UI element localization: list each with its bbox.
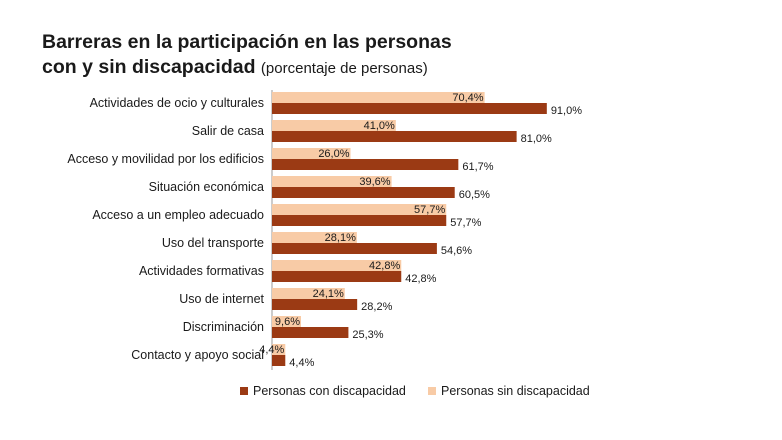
data-label-con: 25,3% xyxy=(352,329,383,341)
legend-item-con: Personas con discapacidad xyxy=(240,384,406,398)
data-label-sin: 42,8% xyxy=(369,260,400,272)
legend-swatch-con xyxy=(240,387,248,395)
chart-title-main: con y sin discapacidad xyxy=(42,56,256,78)
data-label-con: 4,4% xyxy=(289,357,314,369)
bar-sin-discapacidad xyxy=(272,204,447,215)
category-label: Acceso a un empleo adecuado xyxy=(92,208,264,222)
data-label-sin: 28,1% xyxy=(325,232,356,244)
data-label-sin: 39,6% xyxy=(359,176,390,188)
bar-con-discapacidad xyxy=(272,243,437,254)
category-label: Actividades formativas xyxy=(139,264,264,278)
bar-con-discapacidad xyxy=(272,187,455,198)
bar-sin-discapacidad xyxy=(272,316,301,327)
bar-sin-discapacidad xyxy=(272,344,286,355)
bar-con-discapacidad xyxy=(272,159,459,170)
data-label-sin: 24,1% xyxy=(313,288,344,300)
bar-con-discapacidad xyxy=(272,215,447,226)
data-label-con: 57,7% xyxy=(450,217,481,229)
data-label-con: 54,6% xyxy=(441,245,472,257)
data-label-sin: 26,0% xyxy=(318,148,349,160)
bar-con-discapacidad xyxy=(272,131,517,142)
legend-label-con: Personas con discapacidad xyxy=(253,384,406,398)
data-label-con: 81,0% xyxy=(521,133,552,145)
category-label: Discriminación xyxy=(183,320,264,334)
category-label: Situación económica xyxy=(149,180,264,194)
chart-title-line2: con y sin discapacidad (porcentaje de pe… xyxy=(42,55,452,81)
category-label: Salir de casa xyxy=(192,124,264,138)
data-label-sin: 70,4% xyxy=(452,92,483,104)
bar-sin-discapacidad xyxy=(272,148,351,159)
data-label-sin: 9,6% xyxy=(275,316,300,328)
chart-title: Barreras en la participación en las pers… xyxy=(42,30,452,81)
data-label-con: 42,8% xyxy=(405,273,436,285)
bar-sin-discapacidad xyxy=(272,92,485,103)
category-label: Uso de internet xyxy=(179,292,264,306)
data-label-con: 60,5% xyxy=(459,189,490,201)
bar-sin-discapacidad xyxy=(272,288,345,299)
chart-title-line1: Barreras en la participación en las pers… xyxy=(42,31,452,53)
legend-item-sin: Personas sin discapacidad xyxy=(428,384,590,398)
data-label-sin: 41,0% xyxy=(364,120,395,132)
legend-label-sin: Personas sin discapacidad xyxy=(441,384,590,398)
bar-con-discapacidad xyxy=(272,327,349,338)
data-label-sin: 4,4% xyxy=(259,344,284,356)
bar-sin-discapacidad xyxy=(272,176,392,187)
bar-con-discapacidad xyxy=(272,299,358,310)
data-label-con: 91,0% xyxy=(551,105,582,117)
bar-sin-discapacidad xyxy=(272,120,396,131)
data-label-sin: 57,7% xyxy=(414,204,445,216)
data-label-con: 61,7% xyxy=(462,161,493,173)
bar-con-discapacidad xyxy=(272,103,547,114)
category-label: Acceso y movilidad por los edificios xyxy=(67,152,264,166)
category-label: Uso del transporte xyxy=(162,236,264,250)
bar-sin-discapacidad xyxy=(272,260,402,271)
bar-con-discapacidad xyxy=(272,355,286,366)
legend-swatch-sin xyxy=(428,387,436,395)
category-label: Contacto y apoyo social xyxy=(131,348,264,362)
bar-con-discapacidad xyxy=(272,271,402,282)
chart-subtitle: (porcentaje de personas) xyxy=(260,60,428,77)
data-label-con: 28,2% xyxy=(361,301,392,313)
category-label: Actividades de ocio y culturales xyxy=(90,96,264,110)
bar-sin-discapacidad xyxy=(272,232,357,243)
